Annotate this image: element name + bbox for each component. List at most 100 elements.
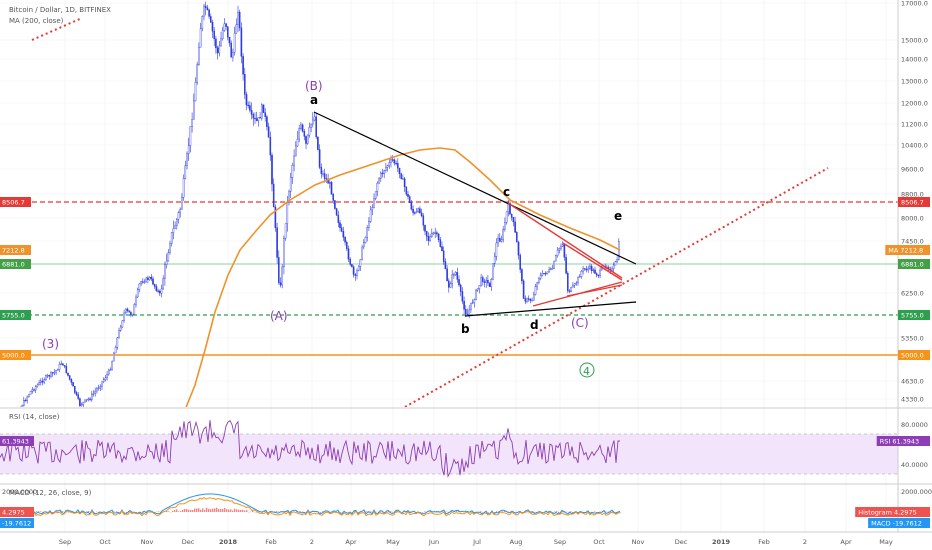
price-tag-text: 8506.7 — [901, 199, 924, 207]
candle-body — [505, 211, 508, 223]
candle-body — [179, 208, 182, 213]
candle-body — [514, 221, 516, 233]
candle-body — [385, 166, 387, 171]
candle-body — [374, 191, 377, 199]
candle-body — [563, 244, 566, 258]
candle-body — [31, 389, 34, 392]
candle-body — [448, 280, 450, 288]
candle-body — [43, 379, 45, 383]
time-axis-label: Aug — [510, 538, 523, 546]
candle-body — [189, 126, 192, 146]
candle-body — [395, 162, 397, 165]
candle-body — [578, 276, 581, 278]
candle-body — [407, 194, 409, 197]
candle-body — [380, 172, 382, 179]
candle-body — [434, 232, 437, 234]
macd-histogram-bar — [204, 509, 206, 512]
candle-body — [131, 313, 134, 316]
candle-body — [33, 389, 35, 391]
rsi-line — [0, 420, 620, 478]
candle-body — [510, 214, 513, 218]
left-price-tag — [0, 259, 31, 269]
macd-histogram-bar — [424, 511, 426, 512]
candle-body — [300, 124, 302, 129]
candle-body — [259, 117, 261, 119]
candle-body — [50, 372, 52, 377]
price-axis[interactable]: 17000.0 15000.0 14000.0 13000.0 12000.0 11200… — [901, 0, 928, 404]
macd-histogram-bar — [88, 511, 90, 512]
candle-body — [369, 209, 372, 222]
macd-histogram-bar — [246, 510, 248, 512]
candle-body — [334, 200, 336, 209]
candle-body — [616, 259, 618, 262]
left-sub-tag — [0, 518, 34, 528]
price-tag-text: 6881.0 — [901, 261, 924, 269]
macd-histogram-bar — [396, 512, 398, 513]
candle-body — [582, 268, 584, 272]
time-axis-label: Dec — [182, 538, 195, 546]
candle-body — [453, 274, 455, 276]
candle-body — [483, 281, 486, 283]
candle-body — [203, 5, 205, 17]
candle-body — [194, 82, 197, 102]
rising-trendline — [404, 167, 829, 407]
candle-body — [482, 277, 484, 282]
time-axis-label: Apr — [345, 538, 357, 546]
candle-body — [323, 173, 326, 179]
price-candles — [10, 1, 620, 425]
macd-legend[interactable]: MACD (12, 26, close, 9) — [9, 489, 92, 497]
candle-body — [34, 386, 37, 391]
candle-body — [594, 269, 596, 274]
signal-line — [0, 496, 621, 517]
macd-histogram-bar — [572, 512, 574, 513]
candle-body — [551, 268, 554, 270]
candle-body — [164, 264, 166, 279]
long-trendline — [31, 17, 83, 41]
candle-body — [73, 386, 76, 393]
macd-histogram-bar — [186, 509, 188, 512]
candle-body — [587, 268, 589, 271]
price-tag-text: Histogram 4.2975 — [858, 509, 917, 517]
candle-body — [206, 7, 209, 11]
candle-body — [269, 137, 272, 156]
candle-body — [240, 27, 243, 57]
time-axis[interactable]: Sep Oct Nov Dec 2018 Feb 2 Apr May Jun Jul Aug Sep Oc… — [59, 538, 893, 546]
candle-body — [104, 377, 107, 380]
candle-body — [187, 145, 190, 154]
candle-body — [437, 233, 440, 240]
rsi-legend[interactable]: RSI (14, close) — [9, 413, 60, 421]
candle-body — [444, 261, 447, 269]
candle-body — [332, 194, 335, 201]
candle-body — [228, 36, 231, 44]
price-tag-text: MA 7212.8 — [888, 247, 923, 255]
price-axis-label: 9600.0 — [901, 166, 924, 174]
candle-body — [291, 164, 294, 178]
candle-body — [186, 153, 188, 166]
candle-body — [218, 45, 221, 54]
candle-body — [531, 300, 533, 302]
candle-body — [488, 282, 491, 287]
candle-body — [412, 208, 414, 213]
macd-histogram-bar — [218, 509, 220, 512]
candle-body — [534, 286, 537, 295]
price-axis-label: 12000.0 — [901, 100, 928, 108]
symbol-title[interactable]: Bitcoin / Dollar, 1D, BITFINEX — [9, 6, 111, 14]
macd-histogram-bar — [168, 511, 170, 512]
candle-body — [128, 310, 131, 313]
macd-histogram-bar — [176, 509, 178, 512]
macd-histogram-bar — [554, 511, 556, 512]
candle-body — [419, 208, 421, 214]
macd-histogram-bar — [228, 509, 230, 512]
candle-body — [286, 202, 289, 224]
candle-body — [595, 273, 598, 276]
candle-body — [408, 196, 411, 203]
ma-legend[interactable]: MA (200, close) — [9, 17, 64, 25]
candle-body — [181, 196, 183, 210]
candle-body — [10, 424, 11, 425]
macd-histogram-bar — [310, 511, 312, 512]
candle-body — [41, 380, 44, 383]
candle-body — [446, 268, 448, 282]
candle-body — [26, 396, 29, 401]
candle-body — [272, 183, 275, 208]
